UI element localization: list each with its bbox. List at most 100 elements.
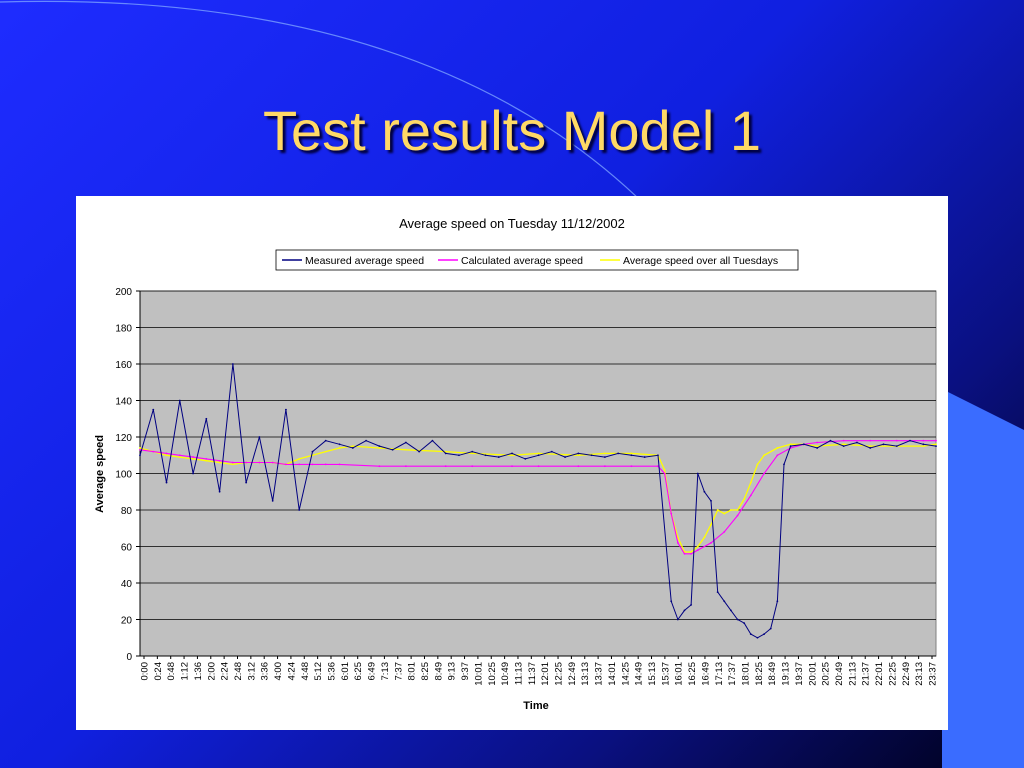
data-point xyxy=(178,399,181,402)
data-point xyxy=(245,461,248,464)
data-point xyxy=(271,461,274,464)
data-point xyxy=(564,456,566,458)
data-point xyxy=(922,439,925,442)
data-point xyxy=(458,454,460,457)
y-tick-label: 120 xyxy=(115,433,132,444)
data-point xyxy=(749,633,752,635)
x-tick-label: 6:25 xyxy=(353,662,364,681)
data-point xyxy=(703,536,706,539)
data-point xyxy=(690,551,693,553)
data-point xyxy=(231,363,234,365)
x-tick-label: 0:24 xyxy=(153,662,164,681)
y-tick-label: 200 xyxy=(115,287,132,298)
x-tick-label: 22:25 xyxy=(887,662,898,686)
data-point xyxy=(756,636,759,639)
data-point xyxy=(298,458,301,460)
data-point xyxy=(696,549,699,552)
data-point xyxy=(663,468,666,471)
data-point xyxy=(690,552,693,555)
data-point xyxy=(816,441,819,444)
data-point xyxy=(577,452,580,455)
slide-title: Test results Model 1 xyxy=(263,99,761,162)
data-point xyxy=(590,454,593,457)
data-point xyxy=(723,600,726,603)
data-point xyxy=(378,447,381,449)
legend-box xyxy=(275,249,799,271)
legend-label: Calculated average speed xyxy=(461,255,583,267)
data-point xyxy=(922,443,925,446)
data-point xyxy=(231,461,234,464)
data-point xyxy=(657,454,659,457)
x-tick-label: 17:13 xyxy=(714,662,725,686)
data-point xyxy=(391,448,394,451)
legend-label: Average speed over all Tuesdays xyxy=(623,255,778,267)
data-point xyxy=(763,454,765,457)
x-tick-label: 5:36 xyxy=(326,662,337,681)
data-point xyxy=(643,456,646,458)
data-point xyxy=(736,618,739,621)
data-point xyxy=(165,481,168,484)
data-point xyxy=(763,633,765,635)
data-point xyxy=(829,439,832,442)
x-tick-label: 0:00 xyxy=(140,662,151,681)
data-point xyxy=(842,443,845,446)
x-tick-label: 8:01 xyxy=(407,662,418,681)
data-point xyxy=(285,463,287,466)
data-point xyxy=(205,459,208,462)
data-point xyxy=(404,465,407,468)
data-point xyxy=(577,454,580,457)
data-point xyxy=(471,465,474,468)
data-point xyxy=(245,481,248,484)
data-point xyxy=(856,441,858,444)
y-tick-label: 140 xyxy=(115,397,132,408)
x-axis-label: Time xyxy=(523,700,548,712)
data-point xyxy=(657,465,659,468)
y-tick-label: 160 xyxy=(115,360,132,371)
data-point xyxy=(511,454,513,457)
x-tick-label: 21:13 xyxy=(847,662,858,686)
data-point xyxy=(471,450,474,453)
data-point xyxy=(511,465,513,468)
x-tick-label: 1:36 xyxy=(193,662,204,681)
data-point xyxy=(324,439,327,442)
x-tick-label: 1:12 xyxy=(180,662,191,681)
x-tick-label: 20:25 xyxy=(821,662,832,686)
data-point xyxy=(749,494,752,497)
x-tick-label: 19:13 xyxy=(781,662,792,686)
data-point xyxy=(696,545,699,548)
data-point xyxy=(178,454,181,457)
data-point xyxy=(139,448,141,451)
data-point xyxy=(723,512,726,515)
data-point xyxy=(218,461,221,464)
data-point xyxy=(630,465,633,468)
y-tick-label: 80 xyxy=(121,506,133,517)
data-point xyxy=(298,463,301,466)
series-calculated-line xyxy=(139,440,936,555)
y-tick-label: 100 xyxy=(115,470,132,481)
x-tick-label: 4:00 xyxy=(273,662,284,681)
y-tick-label: 0 xyxy=(126,652,132,663)
x-tick-label: 12:25 xyxy=(554,662,565,686)
data-point xyxy=(776,447,779,449)
x-tick-label: 3:12 xyxy=(246,662,257,681)
data-point xyxy=(444,452,447,455)
data-point xyxy=(676,618,679,621)
data-point xyxy=(763,472,765,475)
data-point xyxy=(816,445,819,448)
data-point xyxy=(431,439,434,442)
x-tick-label: 17:37 xyxy=(727,662,738,686)
data-point xyxy=(497,456,500,458)
data-point xyxy=(869,445,872,448)
data-point xyxy=(816,447,819,449)
x-tick-label: 6:49 xyxy=(367,662,378,681)
x-tick-label: 2:24 xyxy=(220,662,231,681)
data-point xyxy=(935,443,937,446)
data-point xyxy=(776,454,779,457)
data-point xyxy=(769,627,772,630)
data-point xyxy=(524,458,527,460)
data-point xyxy=(603,465,606,468)
data-point xyxy=(258,461,261,464)
data-point xyxy=(909,439,911,442)
data-point xyxy=(756,463,759,466)
